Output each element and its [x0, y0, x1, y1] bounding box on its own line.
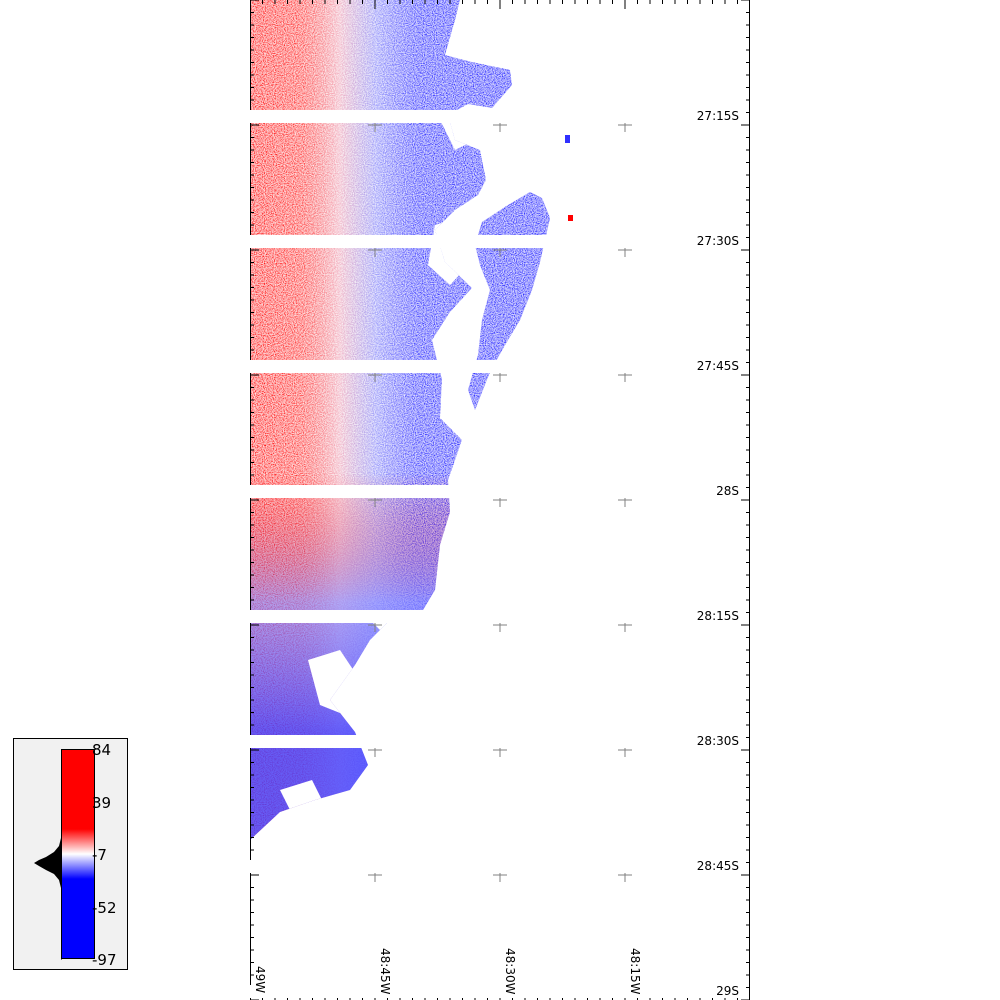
lat-label: 27:45S	[250, 359, 740, 373]
lat-label: 28:30S	[250, 734, 740, 748]
map-canvas	[250, 0, 750, 1000]
color-legend: 84 39 -7 -52 -97	[13, 738, 128, 970]
legend-tick: 84	[92, 741, 112, 759]
lat-label: 27:30S	[250, 234, 740, 248]
histogram	[34, 750, 62, 960]
lon-label: 48:15W	[628, 948, 642, 995]
frame-ticks	[250, 0, 750, 1000]
islet	[568, 215, 573, 221]
island	[468, 192, 550, 410]
legend-tick: -52	[92, 899, 117, 917]
lat-label: 27:15S	[250, 109, 740, 123]
lon-label: 48:45W	[378, 948, 392, 995]
lon-label: 49W	[253, 966, 267, 994]
legend-tick: -97	[92, 951, 117, 969]
lat-label: 29S	[250, 984, 740, 998]
legend-tick: 39	[92, 794, 112, 812]
lon-label: 48:30W	[503, 948, 517, 995]
lat-label: 28S	[250, 484, 740, 498]
lat-label: 28:15S	[250, 609, 740, 623]
islet	[565, 135, 570, 143]
color-bar	[61, 749, 95, 959]
mainland	[250, 0, 512, 840]
lat-label: 28:45S	[250, 859, 740, 873]
map-frame	[250, 0, 750, 1000]
legend-tick: -7	[92, 846, 107, 864]
